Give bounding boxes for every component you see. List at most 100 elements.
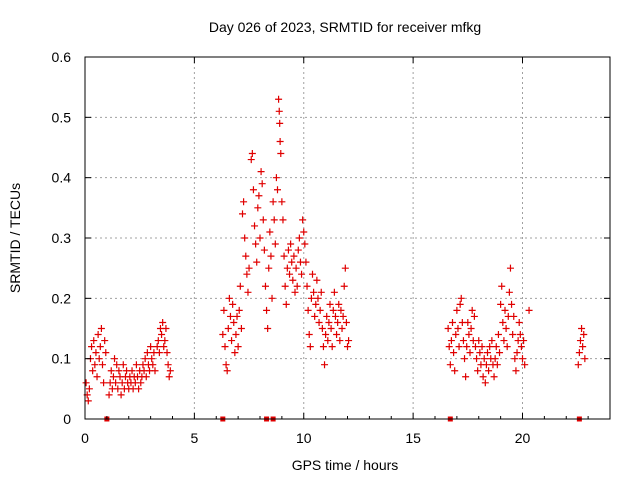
data-point: [269, 198, 277, 206]
data-point: [221, 343, 229, 351]
data-point: [282, 300, 290, 308]
data-point: [492, 343, 500, 351]
data-point: [229, 300, 237, 308]
data-point: [112, 379, 120, 387]
x-axis-ticks: 0 5 10 15 20: [81, 57, 589, 446]
data-point: [165, 373, 173, 381]
data-point: [578, 325, 586, 332]
chart-title: Day 026 of 2023, SRMTID for receiver mfk…: [209, 19, 481, 35]
data-point: [279, 216, 287, 224]
data-point: [484, 349, 491, 357]
data-point: [141, 355, 149, 363]
data-point: [301, 240, 309, 248]
data-point: [128, 367, 136, 375]
data-point: [482, 361, 490, 369]
data-point: [314, 294, 322, 302]
grid-lines: [85, 57, 610, 419]
data-point: [251, 222, 259, 230]
data-point: [341, 264, 349, 272]
data-point: [155, 349, 163, 357]
data-point: [499, 318, 507, 326]
data-point: [498, 282, 506, 290]
data-point: [456, 300, 464, 308]
x-tick-label: 15: [405, 430, 421, 446]
data-point: [580, 331, 588, 339]
data-point: [330, 288, 338, 296]
data-point: [137, 379, 145, 387]
data-point: [85, 385, 93, 393]
data-point: [466, 349, 474, 357]
data-point: [236, 282, 244, 290]
data-point: [488, 337, 496, 345]
data-point: [166, 367, 174, 375]
data-point: [222, 361, 230, 369]
y-axis-ticks: 0 0.1 0.2 0.3 0.4 0.5 0.6: [52, 49, 610, 427]
data-point: [457, 294, 465, 302]
y-tick-label: 0.1: [52, 351, 72, 367]
data-point: [277, 150, 285, 158]
data-point: [508, 300, 516, 308]
data-point: [463, 343, 471, 351]
data-point: [465, 331, 473, 339]
data-point: [444, 325, 452, 332]
data-point: [450, 349, 458, 357]
data-point: [474, 367, 482, 375]
data-point: [149, 361, 157, 369]
data-point: [298, 270, 306, 278]
data-point: [278, 198, 286, 206]
data-point: [230, 318, 238, 326]
data-point: [257, 168, 265, 176]
data-point: [261, 282, 269, 290]
x-tick-label: 0: [81, 430, 89, 446]
data-point: [455, 343, 463, 351]
data-point: [270, 216, 278, 224]
data-point: [275, 107, 283, 115]
data-point: [91, 361, 99, 369]
y-tick-label: 0.6: [52, 49, 72, 65]
data-point: [335, 300, 343, 308]
data-point: [324, 337, 332, 345]
data-point: [321, 361, 329, 369]
data-point: [82, 379, 90, 387]
data-point: [154, 337, 162, 345]
data-point: [291, 288, 299, 296]
data-point: [323, 312, 331, 320]
data-point: [574, 361, 582, 369]
data-point: [95, 355, 103, 363]
data-point: [241, 234, 249, 242]
data-point: [459, 337, 467, 345]
data-point: [486, 343, 494, 351]
data-points: [82, 95, 589, 405]
y-axis-label: SRMTID / TECUs: [7, 183, 23, 293]
data-point: [519, 355, 526, 363]
data-point: [462, 373, 470, 381]
data-point: [233, 312, 241, 320]
data-point: [115, 367, 123, 375]
data-point: [491, 355, 499, 363]
data-point: [249, 186, 257, 194]
data-point: [244, 288, 252, 296]
data-point: [259, 216, 267, 224]
data-point: [159, 318, 167, 326]
data-point: [161, 337, 169, 345]
data-point: [219, 331, 227, 339]
data-point: [470, 312, 478, 320]
data-point: [316, 306, 324, 314]
data-point: [515, 318, 523, 326]
data-point: [451, 367, 459, 375]
data-point: [445, 343, 453, 351]
data-point: [312, 300, 320, 308]
data-point: [226, 312, 234, 320]
data-point: [476, 349, 484, 357]
data-point: [153, 343, 161, 351]
data-point: [274, 186, 281, 194]
data-point: [158, 331, 166, 339]
data-point: [148, 355, 156, 363]
data-point: [453, 306, 461, 314]
data-point: [89, 367, 97, 375]
data-point: [160, 343, 168, 351]
data-point: [327, 325, 335, 332]
data-point: [497, 300, 505, 308]
data-point: [275, 95, 283, 103]
data-point: [287, 240, 295, 248]
